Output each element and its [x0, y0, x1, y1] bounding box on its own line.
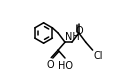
Text: O: O	[75, 26, 83, 36]
Text: O: O	[47, 60, 54, 70]
Text: Cl: Cl	[93, 51, 103, 61]
Text: HO: HO	[58, 61, 73, 71]
Text: NH: NH	[65, 32, 80, 42]
